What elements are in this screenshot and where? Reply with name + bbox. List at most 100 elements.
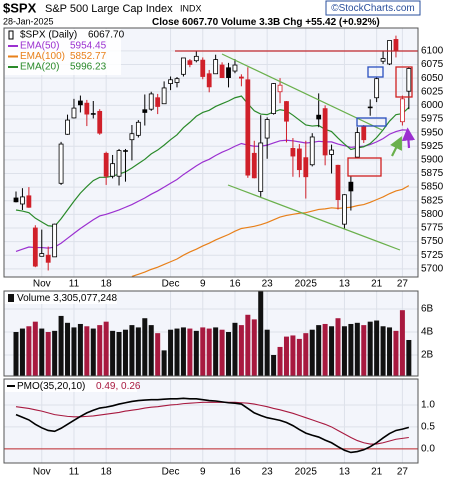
- volume-bar: [148, 325, 154, 376]
- candle-body: [71, 107, 77, 119]
- volume-bar: [19, 328, 25, 376]
- y-tick-label: 6100: [421, 46, 444, 57]
- ema-line: [131, 185, 410, 277]
- trend-line-upper: [221, 53, 383, 131]
- volume-bar: [77, 323, 83, 376]
- y-tick-label: 2B: [421, 350, 434, 361]
- candle-body: [168, 79, 173, 84]
- box-red: [347, 157, 382, 177]
- legend-value: 6067.70: [88, 30, 125, 41]
- x-tick-label: 11: [69, 467, 80, 478]
- volume-bar: [90, 328, 96, 376]
- candle-body: [316, 114, 322, 120]
- quote-line: Close 6067.70 Volume 3.3B Chg +55.42 (+0…: [152, 17, 380, 28]
- brand: ©StockCharts.com: [331, 3, 415, 14]
- exchange: INDX: [180, 3, 202, 13]
- candle-body: [193, 55, 199, 62]
- legend-name: EMA(50): [20, 41, 59, 52]
- volume-bar: [45, 332, 51, 376]
- volume-bar: [155, 333, 161, 376]
- volume-bar: [65, 322, 71, 376]
- volume-bar: [271, 354, 277, 376]
- panel-title: Volume 3,305,077,248: [17, 293, 118, 304]
- volume-bar: [129, 325, 135, 376]
- legend-name: EMA(100): [20, 51, 65, 62]
- volume-bar: [110, 330, 116, 376]
- box-red: [395, 66, 413, 98]
- candle-body: [329, 149, 334, 155]
- volume-bar: [290, 335, 296, 376]
- y-tick-label: 5875: [421, 168, 444, 179]
- volume-bar: [348, 323, 354, 376]
- volume-bar: [374, 320, 380, 376]
- volume-bar: [97, 325, 103, 376]
- candle-body: [90, 113, 96, 115]
- candle-body: [393, 39, 399, 51]
- arrow-green: [390, 136, 402, 157]
- x-tick-label: 23: [262, 279, 274, 290]
- x-tick-label: Nov: [33, 467, 51, 478]
- legend-name: EMA(20): [20, 62, 59, 73]
- volume-bar: [103, 321, 109, 376]
- candle-body: [103, 152, 109, 177]
- volume-bar: [135, 327, 141, 376]
- annotations: $SPX (Daily) 6067.70 EMA(50) 5954.45 EMA(100…: [3, 27, 419, 464]
- brand-box: [325, 0, 421, 16]
- candle-body: [84, 102, 90, 115]
- candle-body: [148, 93, 154, 110]
- volume-bar: [316, 325, 322, 376]
- close-label: Close: [152, 17, 180, 28]
- candle-body: [52, 223, 58, 258]
- volume-bar: [329, 326, 335, 376]
- candle-body: [13, 197, 19, 203]
- panel-title: PMO(35,20,10): [17, 381, 85, 392]
- y-tick-label: 5975: [421, 114, 444, 125]
- symbol-name: S&P 500 Large Cap Index: [45, 3, 173, 15]
- x-tick-label: Nov: [33, 279, 51, 290]
- candle-body: [354, 132, 360, 158]
- candle-body: [399, 98, 405, 123]
- x-tick-label: 11: [69, 279, 80, 290]
- y-tick-label: 5850: [421, 182, 444, 193]
- pmo-line: [15, 401, 409, 445]
- y-tick-label: 5700: [421, 263, 444, 274]
- x-tick-label: 27: [397, 279, 409, 290]
- title-bg: [5, 380, 137, 392]
- y-tick-label: 5825: [421, 195, 444, 206]
- candle-body: [264, 119, 270, 139]
- x-tick-label: 18: [101, 279, 113, 290]
- volume-bar: [193, 330, 199, 376]
- x-tick-label: 18: [101, 467, 113, 478]
- x-tick-label: 9: [200, 279, 206, 290]
- candle-body: [335, 164, 341, 201]
- volume-bar: [174, 328, 180, 376]
- x-tick-label: 13: [339, 467, 351, 478]
- y-tick-label: 6025: [421, 86, 444, 97]
- candle-body: [406, 68, 412, 92]
- candle-body: [58, 143, 64, 184]
- volume-bar: [213, 327, 219, 376]
- panel-border: [3, 27, 419, 278]
- x-tick-label: 21: [371, 279, 383, 290]
- volume-bar: [84, 326, 90, 376]
- candle-body: [206, 73, 212, 88]
- candle-body: [238, 76, 244, 79]
- title-swatch: [8, 294, 14, 302]
- volume: 3.3B: [259, 17, 280, 28]
- volume-bar: [393, 330, 399, 376]
- volume-bar: [283, 336, 289, 376]
- y-tick-label: 6000: [421, 100, 444, 111]
- trend-line-lower: [227, 184, 401, 251]
- volume-bar: [361, 325, 367, 376]
- y-tick-label: 0.5: [421, 422, 435, 433]
- y-tick-label: 6075: [421, 59, 444, 70]
- panel-border: [3, 290, 419, 377]
- candle-body: [135, 121, 141, 136]
- legend-value: 5954.45: [70, 41, 107, 52]
- legend-value: 5852.77: [70, 51, 107, 62]
- volume-bar: [32, 321, 38, 376]
- legend-name: $SPX (Daily): [20, 30, 77, 41]
- candle-body: [232, 64, 238, 72]
- candle-body: [296, 148, 302, 171]
